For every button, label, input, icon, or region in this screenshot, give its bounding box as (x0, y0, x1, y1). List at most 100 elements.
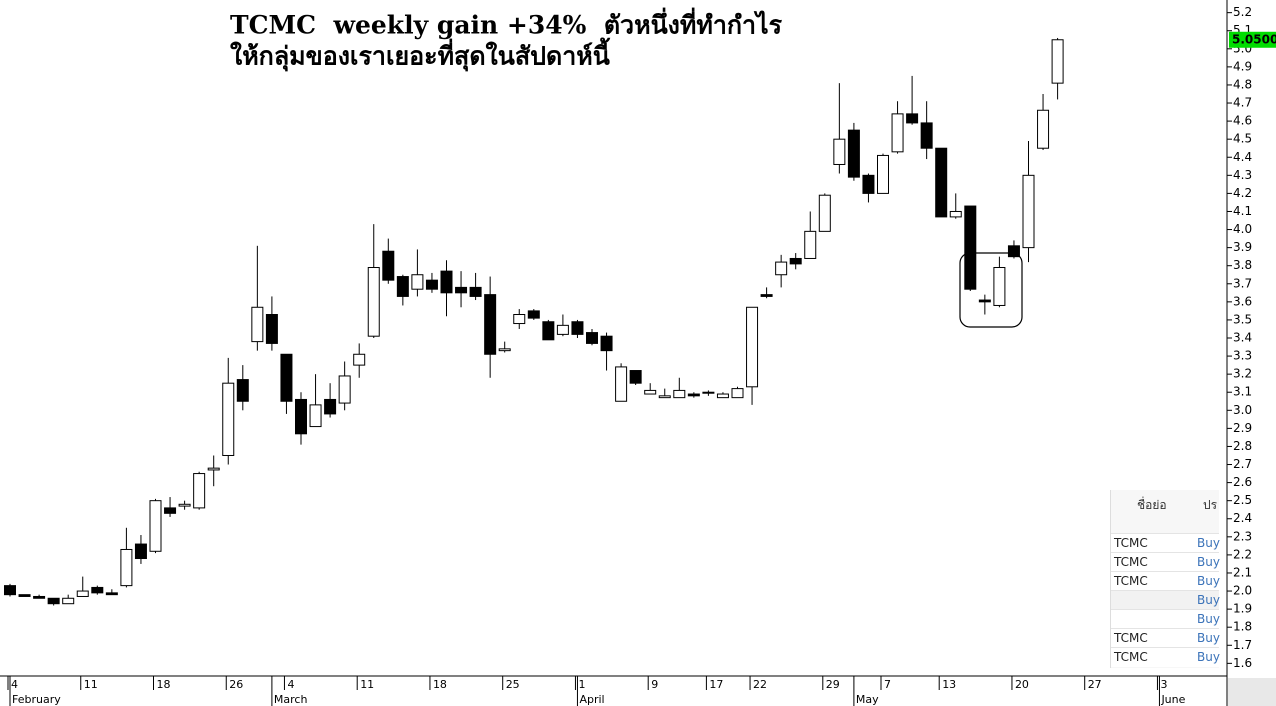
candle-body (236, 379, 249, 402)
candle-body (673, 389, 686, 399)
y-tick-label: 1.7 (1233, 638, 1252, 652)
y-tick-label: 1.8 (1233, 620, 1252, 634)
x-tick-label: 26 (229, 678, 243, 691)
table-row: TCMC Buy (1111, 647, 1220, 667)
y-tick-label: 4.9 (1233, 59, 1252, 73)
y-tick-label: 2.9 (1233, 421, 1252, 435)
x-tick-label: 11 (360, 678, 374, 691)
candle-body (920, 122, 933, 149)
candle-body (324, 398, 337, 415)
candle-body (935, 147, 948, 218)
action-link[interactable]: Buy (1197, 612, 1220, 626)
candle-body (760, 294, 773, 297)
y-tick-label: 3.4 (1233, 331, 1252, 345)
y-tick-label: 4.0 (1233, 222, 1252, 236)
candle-body (1037, 109, 1050, 149)
symbol: TCMC (1114, 650, 1148, 664)
candle-body (586, 332, 598, 344)
action-link[interactable]: Buy (1197, 536, 1220, 550)
y-tick-label: 4.5 (1233, 132, 1252, 146)
candle-body (280, 353, 293, 402)
candle-body (178, 503, 191, 507)
symbol: TCMC (1114, 555, 1148, 569)
action-link[interactable]: Buy (1197, 574, 1220, 588)
action-link[interactable]: Buy (1197, 631, 1220, 645)
candle-body (847, 129, 860, 178)
candle-body (222, 382, 235, 456)
symbol: TCMC (1114, 631, 1148, 645)
candle-body (62, 597, 75, 605)
candle-body (469, 286, 482, 297)
action-link[interactable]: Buy (1197, 650, 1220, 664)
y-tick-label: 4.2 (1233, 186, 1252, 200)
highlight-box (959, 252, 1023, 328)
candle-body (47, 597, 60, 605)
y-tick-label: 2.4 (1233, 511, 1252, 525)
y-tick-label: 4.7 (1233, 96, 1252, 110)
month-label: May (856, 693, 879, 706)
y-tick-label: 3.5 (1233, 312, 1252, 326)
table-row: TCMC Buy (1111, 628, 1220, 648)
candle-body (120, 548, 133, 587)
x-tick-label: 13 (942, 678, 956, 691)
y-tick-label: 3.8 (1233, 258, 1252, 272)
candle-body (702, 391, 715, 394)
month-label: March (274, 693, 308, 706)
candle-body (804, 230, 817, 259)
candle-body (411, 274, 424, 290)
candle-body (877, 154, 889, 194)
last-price-label: 5.0500 (1232, 32, 1276, 46)
candle-body (615, 366, 628, 402)
y-tick-label: 2.0 (1233, 584, 1252, 598)
candle-body (164, 507, 177, 514)
candle-body (149, 500, 162, 552)
y-tick-label: 2.3 (1233, 529, 1252, 543)
candle-body (105, 592, 118, 596)
candle-body (251, 306, 264, 343)
table-header: ปร (1203, 498, 1218, 512)
side-table: ชื่อย่อ ปร TCMC Buy TCMC Buy TCMC Buy Buy Buy TCMC… (1110, 490, 1220, 668)
table-row: TCMC Buy (1111, 571, 1220, 591)
y-tick-label: 2.7 (1233, 457, 1252, 471)
y-tick-label: 4.6 (1233, 114, 1252, 128)
y-tick-label: 3.6 (1233, 294, 1252, 308)
x-tick-label: 17 (709, 678, 723, 691)
table-row: TCMC Buy (1111, 533, 1220, 553)
candle-body (134, 543, 147, 560)
action-link[interactable]: Buy (1197, 593, 1220, 607)
y-tick-label: 4.1 (1233, 204, 1252, 218)
candle-body (731, 388, 744, 399)
candle-body (513, 314, 526, 325)
candle-body (818, 194, 831, 232)
chart-subtitle: ให้กลุ่มของเราเยอะที่สุดในสัปดาห์นี้ (230, 37, 611, 73)
action-link[interactable]: Buy (1197, 555, 1220, 569)
candle-body (862, 174, 875, 194)
candle-body (309, 404, 322, 428)
last-price-badge (1229, 31, 1276, 48)
month-label: June (1160, 693, 1185, 706)
y-tick-label: 3.0 (1233, 403, 1252, 417)
candle-body (644, 389, 657, 395)
candle-body (658, 395, 671, 399)
y-tick-label: 4.8 (1233, 77, 1252, 91)
x-tick-label: 7 (884, 678, 891, 691)
candle-body (949, 210, 962, 218)
candle-body (18, 594, 31, 597)
candle-body (338, 375, 351, 404)
x-tick-label: 4 (11, 678, 18, 691)
x-tick-label: 18 (433, 678, 447, 691)
y-tick-label: 3.7 (1233, 276, 1252, 290)
y-tick-label: 5.2 (1233, 5, 1252, 19)
x-tick-label: 22 (753, 678, 767, 691)
candle-body (498, 348, 511, 352)
y-tick-label: 1.9 (1233, 602, 1252, 616)
candle-body (746, 306, 759, 388)
x-tick-label: 20 (1015, 678, 1029, 691)
candle-body (91, 586, 104, 594)
candle-body (789, 257, 802, 265)
candle-body (556, 324, 569, 335)
symbol: TCMC (1114, 574, 1148, 588)
candle-body (716, 393, 729, 399)
candle-body (440, 270, 453, 294)
